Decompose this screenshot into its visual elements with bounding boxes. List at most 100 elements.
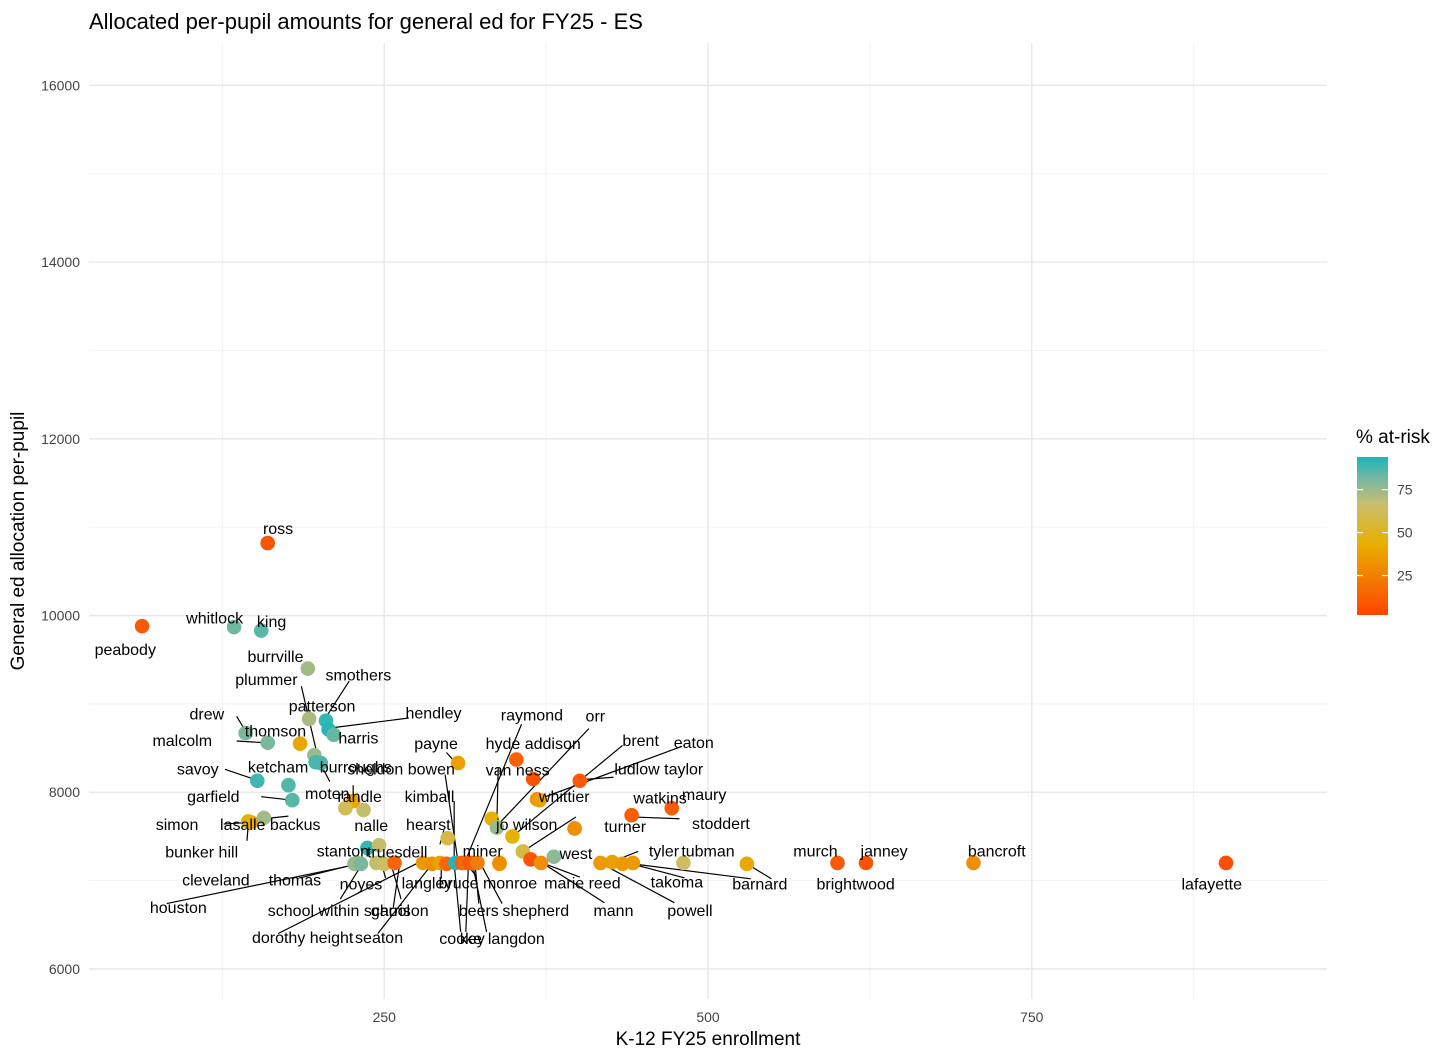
legend-tick-label: 75 (1397, 482, 1413, 498)
data-point (240, 814, 256, 829)
data-point (532, 792, 547, 808)
point-label: brent (622, 733, 659, 750)
label-leader-line (453, 863, 462, 932)
data-point (440, 830, 456, 846)
data-point (470, 855, 485, 871)
y-tick-label: 6000 (49, 961, 80, 977)
label-leader-line (496, 728, 590, 827)
label-leader-line (601, 863, 675, 904)
data-point (664, 800, 680, 816)
point-label: ludlow taylor (614, 761, 704, 778)
data-point (593, 855, 608, 871)
point-label: turner (604, 819, 646, 836)
label-leader-line (479, 862, 503, 904)
label-leader-line (632, 816, 680, 820)
data-point (533, 855, 549, 871)
point-label: stoddert (692, 816, 750, 833)
point-label: hearst (406, 817, 451, 834)
data-point (226, 619, 242, 635)
legend-colorbar (1357, 457, 1388, 615)
point-label: jo wilson (495, 817, 557, 834)
label-leader-line (631, 863, 685, 879)
label-leader-line (325, 680, 350, 718)
point-label: thomson (245, 723, 306, 740)
point-label: simon (156, 817, 199, 834)
data-point (739, 856, 755, 872)
chart-title: Allocated per-pupil amounts for general … (89, 9, 643, 34)
point-label: ross (263, 521, 293, 538)
label-leader-line (538, 745, 683, 800)
label-leader-line (332, 717, 409, 729)
label-leader-line (522, 816, 577, 852)
data-point (256, 810, 272, 826)
data-point (250, 773, 265, 789)
point-label: eaton (674, 735, 714, 752)
label-leader-line (166, 863, 360, 905)
data-point (353, 856, 369, 872)
point-label: orr (586, 708, 606, 725)
data-point (360, 840, 375, 856)
data-point (489, 820, 505, 835)
point-label: powell (667, 903, 712, 920)
point-label: brightwood (816, 876, 894, 893)
point-label: barnard (732, 876, 787, 893)
data-point (238, 725, 253, 741)
data-point (326, 727, 342, 743)
grid (89, 43, 1327, 999)
point-label: seaton (355, 930, 403, 947)
label-leader-line (444, 774, 459, 863)
point-label: whitlock (185, 610, 244, 627)
legend-tick-label: 50 (1397, 525, 1413, 541)
data-point (260, 735, 276, 751)
point-label: cleveland (182, 873, 250, 890)
data-point (572, 773, 588, 789)
data-point (505, 829, 520, 844)
point-label: dorothy height (252, 930, 354, 947)
legend-ticks: 75 50 25 (1357, 482, 1413, 584)
data-point (300, 661, 316, 676)
y-tick-label: 10000 (41, 608, 80, 624)
data-point (253, 623, 269, 638)
point-label: bancroft (968, 844, 1026, 861)
point-label: van ness (486, 762, 550, 779)
point-label: stanton (317, 844, 369, 861)
label-leader-line (463, 723, 523, 864)
data-point (281, 777, 296, 793)
point-label: lasalle backus (220, 817, 321, 834)
point-label: raymond (501, 707, 563, 724)
label-leader-line (541, 862, 605, 904)
point-label: hyde addison (486, 736, 581, 753)
point-label: murch (793, 844, 837, 861)
point-label: moten (305, 786, 349, 803)
point-label: houston (150, 900, 207, 917)
point-label: tubman (681, 844, 734, 861)
point-label: plummer (235, 672, 298, 689)
point-label: langdon (488, 931, 545, 948)
point-label: janney (860, 844, 908, 861)
point-label: garrison (371, 903, 429, 920)
label-leader-line (512, 744, 623, 837)
label-leader-line (496, 767, 499, 820)
point-label: hendley (405, 706, 461, 723)
x-axis-ticks: 250 500 750 (373, 1009, 1044, 1025)
data-point (858, 855, 874, 871)
point-label: nalle (354, 818, 388, 835)
point-label: peabody (95, 642, 156, 659)
point-label: patterson (289, 699, 356, 716)
point-label: noyes (340, 876, 383, 893)
label-leader-line (632, 863, 751, 880)
data-point (338, 800, 353, 816)
data-point (285, 792, 300, 808)
data-point (567, 821, 582, 836)
point-labels: ross peabody whitlock king burrville smothers… (95, 521, 1243, 948)
point-label: maury (682, 787, 726, 804)
point-label: mann (593, 903, 633, 920)
point-label: west (558, 846, 592, 863)
data-point (509, 752, 524, 767)
point-label: garfield (187, 789, 239, 806)
data-point (356, 802, 371, 818)
point-label: tyler (649, 844, 680, 861)
point-label: bunker hill (165, 844, 238, 861)
